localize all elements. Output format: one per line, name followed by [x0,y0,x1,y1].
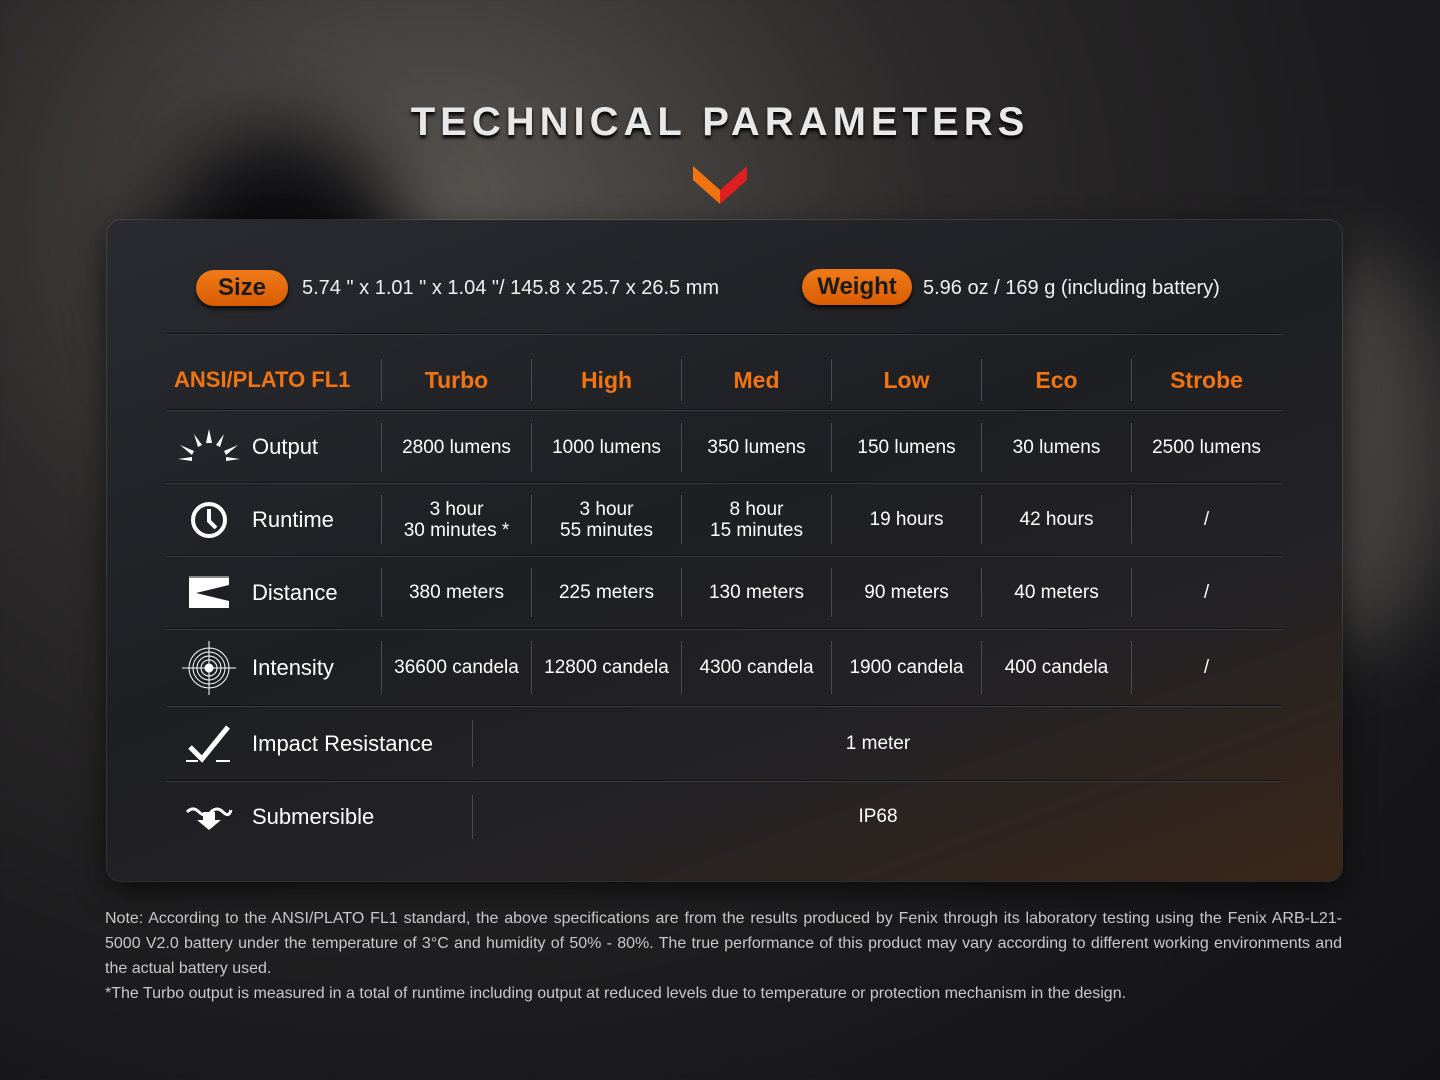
table-cell: 3 hour 30 minutes * [381,494,531,545]
clock-icon [166,501,252,539]
table-cell: 350 lumens [681,422,831,472]
beam-distance-icon [166,575,252,610]
table-header: ANSI/PLATO FL1 Turbo High Med Low Eco St… [166,350,1283,410]
row-label: Runtime [252,506,334,532]
row-label: Intensity [252,654,334,680]
table-cell: 2500 lumens [1131,422,1281,472]
table-row: Output 2800 lumens 1000 lumens 350 lumens 15… [166,412,1283,482]
divider [166,482,1283,484]
table-cell: 400 candela [981,641,1131,694]
table-cell: 36600 candela [381,641,531,694]
table-cell: 3 hour 55 minutes [531,494,681,545]
table-cell: 130 meters [681,567,831,618]
table-cell: 4300 candela [681,641,831,694]
table-cell: IP68 [472,794,1283,840]
table-cell: 30 lumens [981,422,1131,472]
table-row: Submersible IP68 [166,782,1283,852]
table-cell: / [1131,641,1281,694]
table-cell: 1 meter [472,720,1283,767]
mode-header: Med [681,359,831,401]
mode-header: Eco [981,359,1131,401]
table-cell: 40 meters [981,567,1131,618]
spec-panel [107,220,1342,881]
table-cell: 1900 candela [831,641,981,694]
table-cell: 19 hours [831,494,981,545]
row-label: Output [252,434,319,459]
table-row: Intensity 36600 candela 12800 candela 4300 … [166,630,1283,705]
table-cell: 150 lumens [831,422,981,472]
table-row: Runtime 3 hour 30 minutes * 3 hour 55 minu… [166,484,1283,555]
row-label: Distance [252,579,338,605]
footnote: Note: According to the ANSI/PLATO FL1 st… [105,906,1342,1006]
table-row: Impact Resistance 1 meter [166,707,1283,780]
mode-header: Turbo [381,359,531,401]
table-cell: 380 meters [381,567,531,618]
table-cell: 225 meters [531,567,681,618]
table-row: Distance 380 meters 225 meters 130 meters 90… [166,557,1283,628]
table-cell: 90 meters [831,567,981,618]
divider [166,628,1283,630]
weight-badge: Weight [802,269,912,305]
page-title: TECHNICAL PARAMETERS [410,100,1030,144]
table-cell: / [1131,567,1281,618]
divider [166,333,1283,335]
weight-value: 5.96 oz / 169 g (including battery) [923,277,1220,299]
target-icon [166,640,252,695]
row-label: Impact Resistance [252,730,433,756]
table-cell: 42 hours [981,494,1131,545]
standard-header: ANSI/PLATO FL1 [174,367,351,392]
impact-check-icon [166,724,252,763]
size-badge: Size [196,270,288,306]
size-value: 5.74 " x 1.01 " x 1.04 "/ 145.8 x 25.7 x… [302,277,720,299]
turbo-note-text: *The Turbo output is measured in a total… [105,985,1127,1002]
mode-header: High [531,359,681,401]
divider [166,780,1283,782]
table-cell: 12800 candela [531,641,681,694]
sun-burst-icon [166,429,252,465]
divider [166,409,1283,411]
table-cell: 1000 lumens [531,422,681,472]
table-cell: 2800 lumens [381,422,531,472]
note-text: Note: According to the ANSI/PLATO FL1 st… [105,910,1342,977]
divider [166,705,1283,707]
chevron-down-icon [693,166,747,204]
table-cell: 8 hour 15 minutes [681,494,831,545]
submersible-icon [166,804,252,830]
divider [166,555,1283,557]
row-label: Submersible [252,804,375,829]
mode-header: Low [831,359,981,401]
table-cell: / [1131,494,1281,545]
mode-header: Strobe [1131,359,1281,401]
